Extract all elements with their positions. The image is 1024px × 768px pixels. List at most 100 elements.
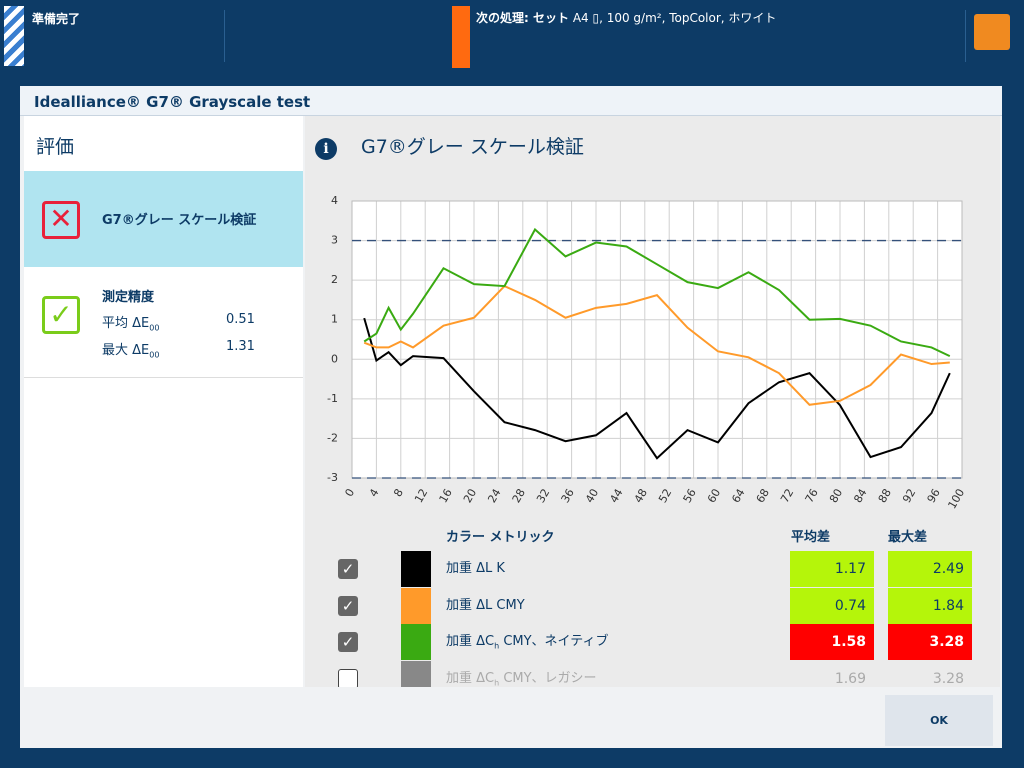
next-indicator (452, 6, 470, 68)
metric-value: 3.28 (888, 624, 972, 660)
table-row: ✓ 加重 ΔL K 1.17 2.49 (305, 551, 1000, 587)
y-tick-label: 1 (331, 313, 338, 326)
x-tick-label: 100 (945, 487, 967, 511)
x-tick-label: 60 (705, 487, 723, 506)
subscript: 00 (149, 350, 160, 360)
table-row: 加重 ΔCh CMY、レガシー 1.69 3.28 (305, 660, 1000, 687)
chart: 0 4 8 12 16 20 24 28 32 36 40 44 48 52 56 60 64 68 72 76 80 8… (327, 194, 967, 511)
table-row: ✓ 加重 ΔL CMY 0.74 1.84 (305, 587, 1000, 624)
accuracy-item[interactable]: ✓ 測定精度 平均 ΔE00 0.51 最大 ΔE00 1.31 (24, 268, 303, 378)
accuracy-row-value: 0.51 (226, 312, 255, 327)
x-tick-label: 48 (632, 487, 650, 506)
y-tick-label: -3 (327, 471, 338, 484)
metric-value: 1.69 (834, 670, 866, 687)
x-tick-label: 84 (851, 487, 869, 506)
next-label: 次の処理: セット (476, 11, 569, 25)
x-tick-label: 32 (534, 487, 552, 506)
dialog: Idealliance® G7® Grayscale test 評価 ✕ G7®… (20, 86, 1002, 748)
metrics-table: カラー メトリック 平均差 最大差 ✓ 加重 ΔL K 1.17 2.49 ✓ 加重 ΔL CM… (305, 526, 1000, 687)
x-tick-label: 8 (391, 487, 406, 500)
metric-value: 2.49 (888, 551, 972, 587)
right-panel: i G7®グレー スケール検証 0 4 8 12 16 20 24 28 32 36 40 44 48 5… (305, 116, 1000, 687)
verification-item[interactable]: ✕ G7®グレー スケール検証 (24, 171, 303, 267)
x-tick-label: 72 (778, 487, 796, 506)
divider (224, 10, 225, 62)
color-swatch (401, 551, 431, 587)
pass-icon: ✓ (42, 296, 80, 334)
table-header: カラー メトリック (446, 530, 555, 545)
alert-icon[interactable] (974, 14, 1010, 50)
checkbox[interactable]: ✓ (338, 595, 358, 616)
checkbox[interactable]: ✓ (338, 632, 358, 652)
next-details: , 100 g/m², TopColor, ホワイト (599, 11, 777, 25)
next-job: 次の処理: セット A4 ▯, 100 g/m², TopColor, ホワイト (476, 11, 777, 25)
metric-value: 1.58 (790, 624, 874, 660)
color-swatch (401, 587, 431, 624)
x-tick-label: 56 (681, 487, 699, 506)
series-line (363, 284, 950, 406)
y-tick-label: -2 (327, 431, 338, 444)
x-tick-label: 20 (461, 487, 479, 506)
left-panel: 評価 ✕ G7®グレー スケール検証 ✓ 測定精度 平均 ΔE00 0.51 最大 … (24, 116, 303, 687)
status: 準備完了 (32, 12, 81, 26)
x-tick-label: 40 (583, 487, 601, 506)
subscript: 00 (149, 323, 160, 333)
metric-label: 加重 ΔL K (446, 561, 505, 576)
metric-label: 加重 ΔL CMY (446, 597, 525, 613)
x-tick-label: 28 (510, 487, 528, 506)
ok-button[interactable]: OK (885, 695, 993, 746)
table-header: 平均差 (791, 530, 831, 545)
accuracy-row-value: 1.31 (226, 339, 255, 354)
x-tick-label: 80 (827, 487, 845, 506)
panel-title: G7®グレー スケール検証 (361, 136, 584, 158)
metric-value: 0.74 (790, 587, 874, 624)
metric-label-suffix: CMY、ネイティブ (499, 634, 609, 649)
metric-value: 1.84 (888, 587, 972, 624)
panel-heading: 評価 (36, 136, 75, 158)
metric-label: 加重 ΔCh CMY、ネイティブ (446, 634, 609, 651)
x-tick-label: 92 (900, 487, 918, 506)
color-swatch (401, 624, 431, 660)
plot-area (352, 201, 962, 478)
table-header: 最大差 (888, 530, 928, 545)
metric-label-suffix: CMY、レガシー (499, 670, 597, 686)
y-tick-label: 2 (331, 273, 338, 286)
divider (965, 10, 966, 62)
checkbox[interactable] (338, 668, 358, 687)
y-tick-label: 3 (331, 234, 338, 247)
top-bar: 準備完了 次の処理: セット A4 ▯, 100 g/m², TopColor,… (0, 0, 1024, 72)
accuracy-row-label: 最大 ΔE00 (102, 343, 160, 360)
accuracy-label: 測定精度 (102, 290, 155, 305)
y-tick-label: 4 (331, 194, 338, 207)
info-icon[interactable]: i (315, 138, 337, 160)
subscript: h (494, 641, 500, 651)
status-icon (4, 6, 24, 66)
dialog-title: Idealliance® G7® Grayscale test (20, 86, 1002, 116)
x-tick-label: 64 (729, 487, 747, 506)
x-tick-label: 44 (607, 487, 625, 506)
y-tick-label: -1 (327, 392, 338, 405)
series-line (363, 227, 951, 358)
x-tick-label: 0 (342, 487, 357, 500)
next-size: A4 (572, 11, 589, 25)
metric-label: 加重 ΔCh CMY、レガシー (446, 670, 597, 687)
x-tick-label: 16 (437, 487, 455, 506)
metric-value: 1.17 (790, 551, 874, 587)
x-tick-label: 36 (559, 487, 577, 506)
x-tick-label: 4 (367, 487, 382, 500)
x-tick-label: 88 (876, 487, 894, 506)
x-tick-label: 76 (803, 486, 821, 505)
subscript: h (494, 678, 500, 687)
checkbox[interactable]: ✓ (338, 559, 358, 579)
fail-icon: ✕ (42, 201, 80, 239)
x-tick-label: 68 (754, 487, 772, 506)
x-tick-label: 52 (656, 487, 674, 506)
x-tick-label: 24 (485, 487, 503, 506)
table-row: ✓ 加重 ΔCh CMY、ネイティブ 1.58 3.28 (305, 624, 1000, 660)
verification-label: G7®グレー スケール検証 (102, 213, 257, 228)
series-line (363, 317, 951, 460)
metric-value: 3.28 (932, 670, 964, 687)
x-tick-label: 96 (925, 487, 943, 506)
y-tick-label: 0 (331, 352, 338, 365)
